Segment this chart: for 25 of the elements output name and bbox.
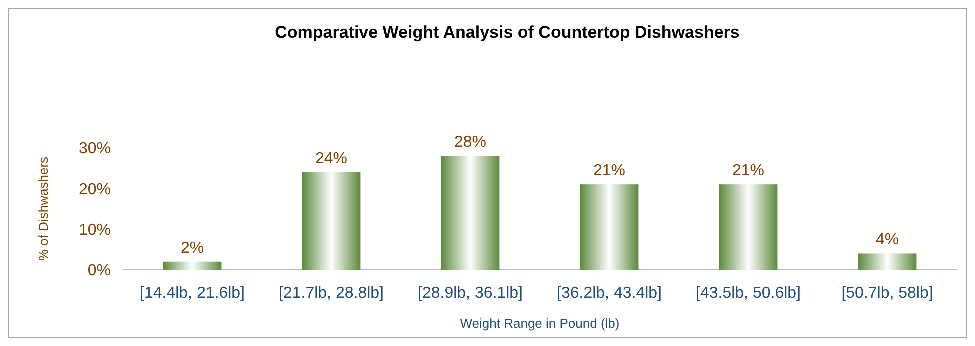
bar (163, 262, 222, 270)
x-tick-label: [36.2lb, 43.4lb] (557, 285, 662, 302)
data-label: 24% (315, 150, 348, 168)
bar (858, 254, 917, 270)
data-label: 4% (876, 232, 900, 249)
y-axis-title: % of Dishwashers (36, 156, 51, 262)
data-label: 21% (732, 162, 765, 180)
data-label: 21% (593, 162, 626, 180)
data-label: 28% (454, 134, 487, 152)
chart-title: Comparative Weight Analysis of Countertop Dishwashers (275, 23, 740, 42)
y-tick-label: 20% (78, 181, 111, 198)
x-tick-label: [28.9lb, 36.1lb] (418, 285, 523, 302)
bar (302, 172, 361, 270)
bar (719, 184, 778, 270)
y-tick-label: 10% (78, 222, 111, 239)
y-tick-label: 0% (88, 262, 111, 280)
bar (580, 184, 639, 270)
x-tick-label: [21.7lb, 28.8lb] (279, 285, 384, 302)
x-tick-label: [43.5lb, 50.6lb] (696, 285, 801, 302)
y-tick-label: 30% (78, 140, 111, 158)
data-label: 2% (180, 240, 204, 257)
bar (441, 156, 500, 270)
x-tick-label: [14.4lb, 21.6lb] (140, 285, 245, 302)
x-tick-label: [50.7lb, 58lb] (842, 285, 934, 302)
x-axis-title: Weight Range in Pound (lb) (460, 316, 620, 331)
